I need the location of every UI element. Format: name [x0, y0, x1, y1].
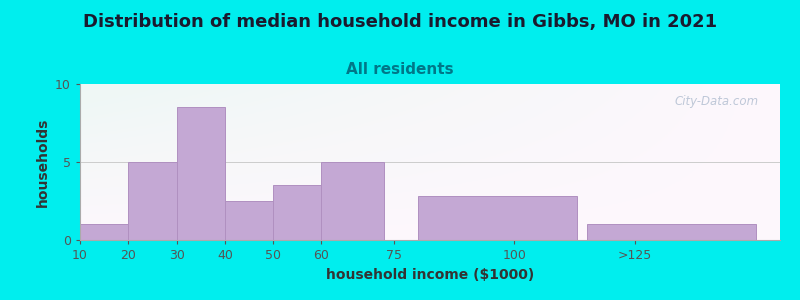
X-axis label: household income ($1000): household income ($1000)	[326, 268, 534, 282]
Bar	[177, 107, 225, 240]
Bar	[225, 201, 273, 240]
Bar	[128, 162, 177, 240]
Bar	[587, 224, 756, 240]
Text: City-Data.com: City-Data.com	[675, 95, 759, 108]
Bar	[418, 196, 578, 240]
Bar	[273, 185, 322, 240]
Text: All residents: All residents	[346, 61, 454, 76]
Bar	[80, 224, 128, 240]
Text: Distribution of median household income in Gibbs, MO in 2021: Distribution of median household income …	[83, 14, 717, 32]
Bar	[322, 162, 384, 240]
Y-axis label: households: households	[35, 117, 50, 207]
